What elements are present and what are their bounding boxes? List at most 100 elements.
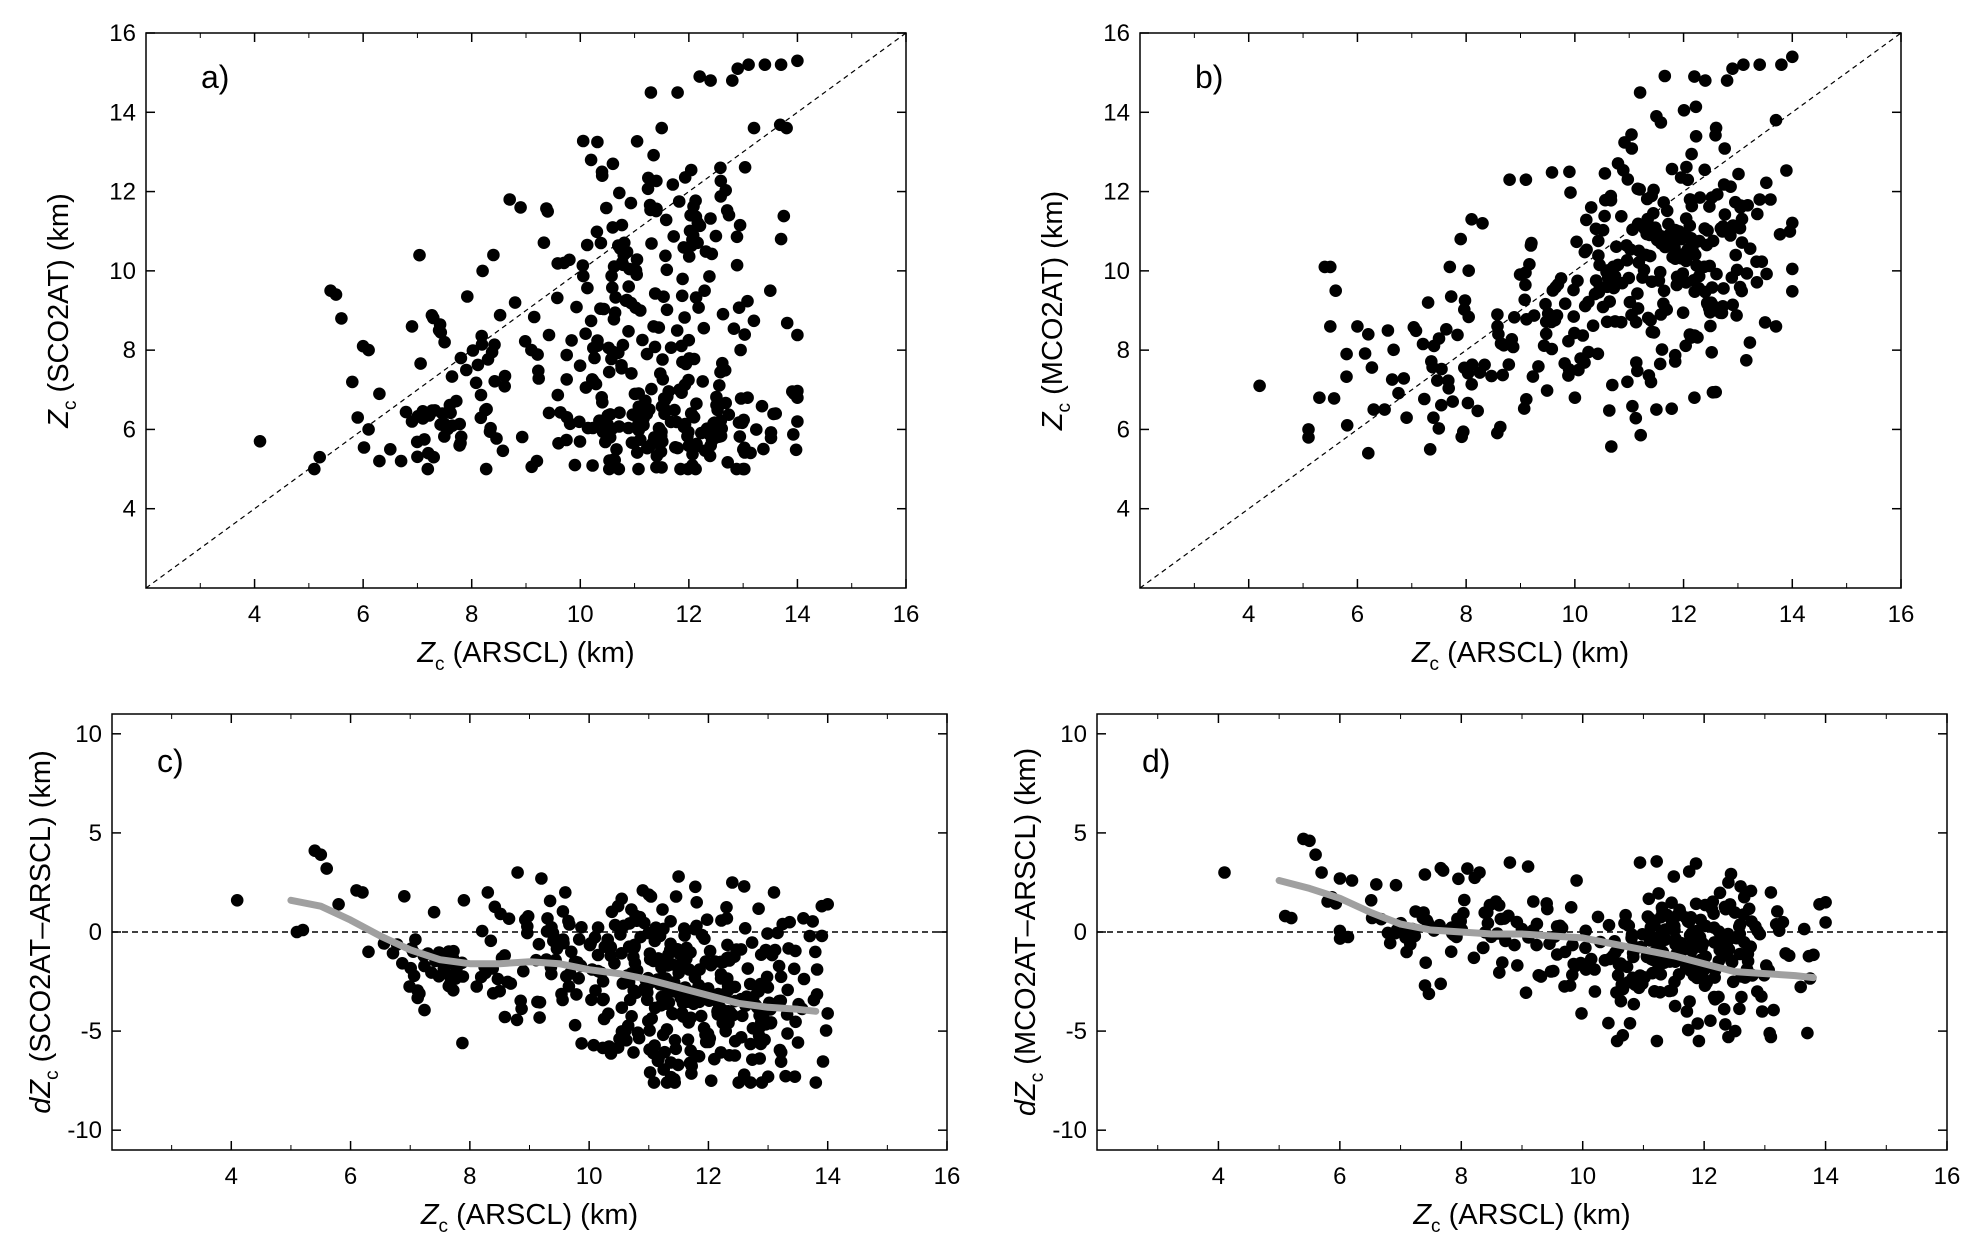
data-point [1633,856,1647,869]
data-point [1647,207,1660,220]
x-tick-label: 14 [814,1163,841,1190]
data-point [664,1056,678,1069]
data-point [721,456,734,469]
data-point [1427,411,1440,425]
y-axis-title-symbol: Z [1010,1081,1042,1101]
data-point [437,417,451,431]
data-point [685,1067,698,1080]
data-point [595,391,608,404]
data-point [1578,299,1592,313]
data-point [1567,310,1580,323]
data-point [588,351,601,365]
data-point [815,929,829,943]
data-point [560,373,573,386]
data-point [1575,1007,1588,1020]
data-point [476,264,489,278]
data-point [460,363,473,377]
x-axis-title-subscript: c [1430,654,1440,675]
data-point [647,148,660,162]
data-point [1442,382,1455,395]
data-point [1758,316,1772,329]
trend-line [1275,877,1817,982]
data-point [1689,100,1703,114]
data-point [738,328,751,341]
data-point [1645,189,1658,203]
data-point [1688,70,1701,83]
data-point [753,1052,766,1065]
data-point [648,1039,661,1052]
data-point [533,1011,546,1024]
spacer [1439,637,1447,669]
data-point [1769,113,1783,127]
data-point [1629,411,1643,425]
data-point [693,995,706,1009]
data-point [1654,237,1668,250]
data-point [414,357,427,370]
data-point [488,338,501,352]
data-point [809,945,822,959]
data-point [673,948,687,961]
data-point [1716,300,1730,313]
data-point [559,886,572,899]
data-point [1532,360,1545,373]
scatter-points [230,844,834,1089]
data-point [630,253,644,266]
data-point [689,291,703,304]
x-tick-label: 6 [356,601,369,628]
x-tick-label: 16 [1934,1163,1961,1190]
data-point [764,431,778,445]
data-point [577,269,590,283]
data-point [787,428,800,441]
data-point [615,218,629,232]
data-point [1425,355,1438,368]
data-point [755,399,769,413]
data-point [1725,954,1738,967]
data-point [1592,234,1605,248]
data-point [1688,248,1702,262]
data-point [1753,193,1766,206]
data-point [595,169,609,182]
data-point [510,1013,524,1027]
data-point [728,950,741,963]
x-tick-label: 4 [1212,1163,1225,1190]
data-point [758,58,772,71]
data-point [1709,385,1722,399]
data-point [1491,320,1504,333]
data-point [1555,921,1569,935]
data-point [744,1076,757,1089]
data-point [669,890,683,903]
data-point [1680,160,1693,174]
data-point [1519,986,1533,999]
data-point [660,263,674,277]
data-point [741,962,755,975]
data-point [1743,336,1757,349]
data-point [1650,1034,1664,1048]
data-point [1540,897,1553,910]
data-point [1627,997,1641,1011]
data-point [647,1076,661,1089]
data-point [1530,917,1544,931]
data-point [1606,378,1619,392]
data-point [1740,354,1753,367]
data-point [660,1023,674,1036]
data-point [1750,276,1764,289]
data-point [1704,296,1718,310]
data-point [490,432,503,445]
x-tick-label: 4 [1242,601,1255,628]
data-point [699,1028,712,1042]
data-point [560,348,573,362]
data-point [1741,199,1754,212]
x-tick-label: 14 [1779,601,1806,628]
data-point [540,202,553,215]
data-point [410,435,424,449]
data-point [591,921,605,934]
data-point [532,364,545,378]
data-point [581,281,594,295]
data-point [697,321,711,335]
data-point [738,441,751,455]
data-point [1606,950,1619,963]
data-point [1750,255,1763,268]
data-point [546,926,560,940]
x-tick-label: 12 [676,601,703,628]
data-point [648,340,662,354]
